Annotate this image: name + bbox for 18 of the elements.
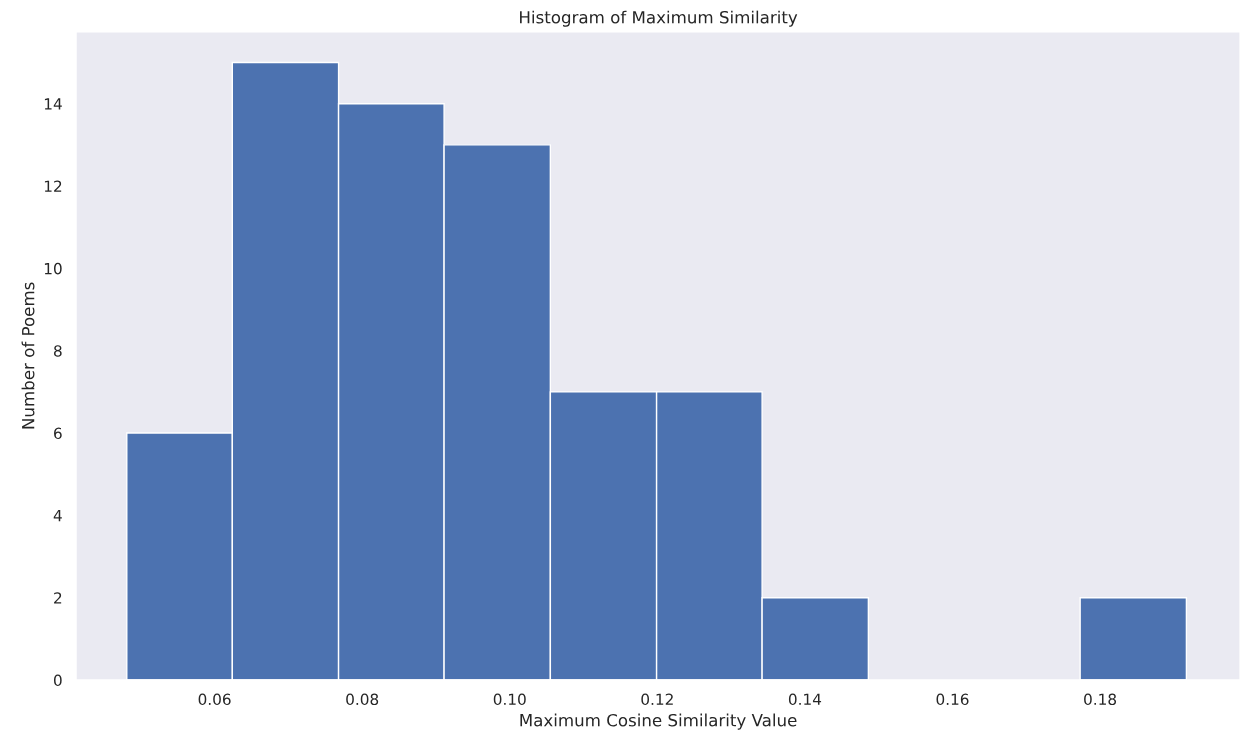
x-tick-label: 0.18 xyxy=(1084,693,1117,706)
x-axis-title: Maximum Cosine Similarity Value xyxy=(520,713,797,730)
y-tick-label: 4 xyxy=(53,510,62,522)
y-tick-label: 0 xyxy=(53,674,62,687)
y-axis-title: Number of Poems xyxy=(21,282,35,429)
x-tick-label: 0.12 xyxy=(641,693,673,706)
y-tick-label: 6 xyxy=(54,427,62,440)
y-tick-label: 12 xyxy=(44,180,62,192)
y-tick-label: 2 xyxy=(54,592,62,604)
x-tick-label: 0.14 xyxy=(788,693,822,706)
y-tick-label: 14 xyxy=(44,98,62,110)
chart-title: Histogram of Maximum Similarity xyxy=(520,10,798,27)
y-tick-label: 8 xyxy=(54,345,62,357)
x-tick-label: 0.10 xyxy=(493,693,526,706)
x-tick-label: 0.06 xyxy=(198,693,231,706)
y-tick-label: 10 xyxy=(44,262,62,275)
x-tick-label: 0.16 xyxy=(936,693,969,706)
x-tick-label: 0.08 xyxy=(346,693,379,706)
